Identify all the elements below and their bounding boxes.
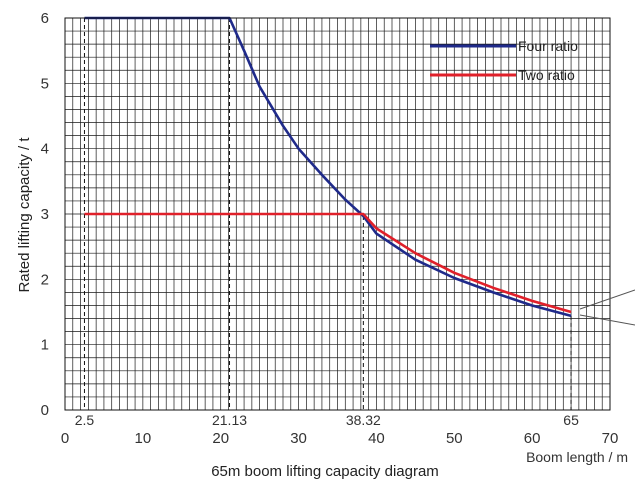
y-tick-label: 4 (41, 141, 49, 158)
legend-label-two-ratio: Two ratio (518, 67, 575, 83)
callout-line-two-ratio (579, 289, 635, 310)
marked-length-label: 38.32 (346, 412, 381, 428)
x-tick-label: 40 (368, 430, 385, 447)
y-tick-label: 6 (41, 10, 49, 27)
y-tick-label: 3 (41, 206, 49, 223)
marked-length-label: 2.5 (75, 412, 95, 428)
y-tick-label: 1 (41, 337, 49, 354)
x-tick-label: 30 (290, 430, 307, 447)
series-line-two-ratio (84, 212, 572, 314)
legend: Four ratio Two ratio (430, 38, 578, 83)
series-line-four-ratio (84, 16, 572, 318)
series-lines (84, 16, 572, 318)
plot-frame (64, 17, 611, 411)
y-axis-label: Rated lifting capacity / t (16, 137, 33, 293)
x-tick-label: 60 (524, 430, 541, 447)
legend-label-four-ratio: Four ratio (518, 38, 578, 54)
x-tick-label: 10 (135, 430, 152, 447)
marked-length-label: 21.13 (212, 412, 247, 428)
end-callout-lines (579, 289, 635, 326)
marked-length-label: 65 (563, 412, 579, 428)
y-tick-label: 5 (41, 75, 49, 92)
y-tick-label: 0 (41, 402, 49, 419)
x-tick-label: 70 (602, 430, 619, 447)
chart-title: 65m boom lifting capacity diagram (211, 463, 439, 480)
callout-line-four-ratio (579, 314, 635, 326)
x-tick-label: 50 (446, 430, 463, 447)
x-axis-label: Boom length / m (526, 449, 628, 465)
y-tick-label: 2 (41, 271, 49, 288)
x-tick-label: 20 (212, 430, 229, 447)
x-tick-label: 0 (61, 430, 69, 447)
